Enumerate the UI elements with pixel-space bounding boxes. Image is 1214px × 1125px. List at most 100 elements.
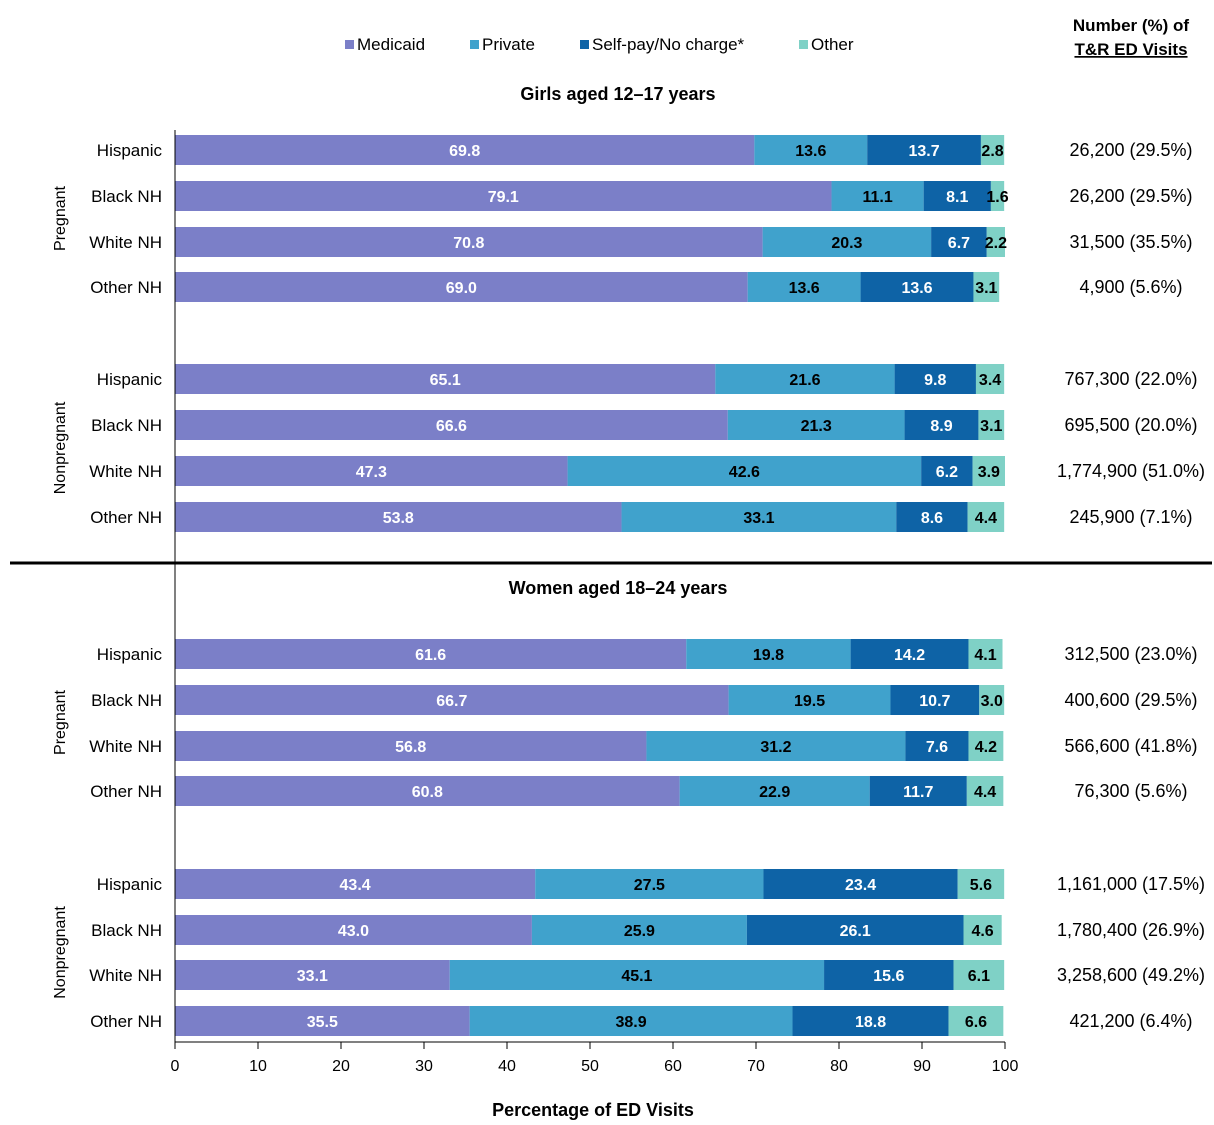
bar-segment-selfpay [896,502,968,532]
legend-swatch-other [799,40,808,49]
x-tick-label: 90 [913,1058,931,1075]
count-label: 26,200 (29.5%) [1069,140,1192,160]
data-label-other: 3.1 [980,418,1002,435]
x-tick-label: 50 [581,1058,599,1075]
bar-segment-medicaid [175,869,536,899]
x-tick-label: 30 [415,1058,433,1075]
bar-segment-medicaid [175,456,568,486]
bar-segment-other [979,685,1005,715]
bar-segment-selfpay [824,960,954,990]
bar-segment-other [972,456,1005,486]
count-label: 421,200 (6.4%) [1069,1011,1192,1031]
data-label-medicaid: 47.3 [356,464,387,481]
bar-segment-medicaid [175,272,748,302]
data-label-medicaid: 53.8 [383,510,414,527]
category-label: Other NH [90,508,162,527]
group-label: Nonpregnant [52,401,69,494]
bar-segment-selfpay [890,685,980,715]
data-label-other: 6.1 [968,968,990,985]
bar-segment-selfpay [921,456,973,486]
count-column-header-line1: Number (%) of [1073,16,1190,35]
bar-segment-selfpay [894,364,976,394]
category-label: Black NH [91,921,162,940]
category-label: White NH [89,737,162,756]
group-label: Pregnant [52,689,69,754]
count-label: 31,500 (35.5%) [1069,232,1192,252]
data-label-other: 3.9 [978,464,1000,481]
bar-segment-selfpay [763,869,958,899]
bar-segment-selfpay [905,731,969,761]
bar-segment-medicaid [175,502,622,532]
data-label-selfpay: 15.6 [873,968,904,985]
legend-label-selfpay: Self-pay/No charge* [592,35,745,54]
category-label: Hispanic [97,645,163,664]
bar-segment-medicaid [175,731,647,761]
data-label-private: 45.1 [621,968,652,985]
data-label-private: 13.6 [789,280,820,297]
bar-segment-private [747,272,861,302]
data-label-private: 21.6 [789,372,820,389]
data-label-selfpay: 8.9 [930,418,952,435]
count-label: 767,300 (22.0%) [1064,369,1197,389]
count-label: 245,900 (7.1%) [1069,507,1192,527]
data-label-medicaid: 79.1 [488,189,519,206]
x-axis-title: Percentage of ED Visits [492,1100,694,1120]
bar-segment-other [968,731,1004,761]
category-label: White NH [89,233,162,252]
data-label-private: 13.6 [795,143,826,160]
data-label-private: 27.5 [634,877,665,894]
bar-segment-other [973,272,1000,302]
data-label-medicaid: 66.6 [436,418,467,435]
bar-segment-private [646,731,906,761]
category-label: Hispanic [97,370,163,389]
count-label: 695,500 (20.0%) [1064,415,1197,435]
bar-segment-medicaid [175,776,680,806]
data-label-medicaid: 43.0 [338,923,369,940]
bar-segment-other [957,869,1005,899]
bar-segment-medicaid [175,410,728,440]
bar-segment-other [948,1006,1004,1036]
bar-segment-selfpay [850,639,969,669]
category-label: Other NH [90,1012,162,1031]
data-label-other: 4.4 [974,784,996,801]
bar-segment-medicaid [175,135,755,165]
data-label-selfpay: 11.7 [903,784,933,801]
count-label: 26,200 (29.5%) [1069,186,1192,206]
bar-segment-private [535,869,764,899]
bar-segment-private [727,410,905,440]
data-label-medicaid: 66.7 [436,693,467,710]
bar-segment-private [449,960,825,990]
bar-segment-private [679,776,870,806]
bar-segment-private [762,227,932,257]
data-label-private: 25.9 [624,923,655,940]
data-label-other: 3.4 [979,372,1001,389]
data-label-medicaid: 69.0 [446,280,477,297]
category-label: Black NH [91,187,162,206]
bar-segment-private [686,639,851,669]
bar-segment-selfpay [746,915,964,945]
count-label: 1,780,400 (26.9%) [1057,920,1205,940]
bar-segment-selfpay [931,227,987,257]
count-label: 3,258,600 (49.2%) [1057,965,1205,985]
category-label: White NH [89,966,162,985]
data-label-other: 2.8 [981,143,1003,160]
data-label-other: 2.2 [985,235,1007,252]
bar-segment-private [567,456,922,486]
x-tick-label: 70 [747,1058,765,1075]
data-label-other: 3.0 [981,693,1003,710]
category-label: Other NH [90,278,162,297]
legend-label-other: Other [811,35,854,54]
data-label-selfpay: 13.7 [909,143,940,160]
legend-swatch-private [470,40,479,49]
data-label-selfpay: 9.8 [924,372,946,389]
bar-segment-other [963,915,1002,945]
bar-segment-private [754,135,868,165]
data-label-other: 5.6 [970,877,992,894]
bar-segment-private [715,364,895,394]
bar-segment-medicaid [175,181,832,211]
bar-segment-other [967,502,1005,532]
bar-segment-selfpay [869,776,967,806]
category-label: White NH [89,462,162,481]
bar-segment-private [621,502,897,532]
data-label-private: 21.3 [801,418,832,435]
